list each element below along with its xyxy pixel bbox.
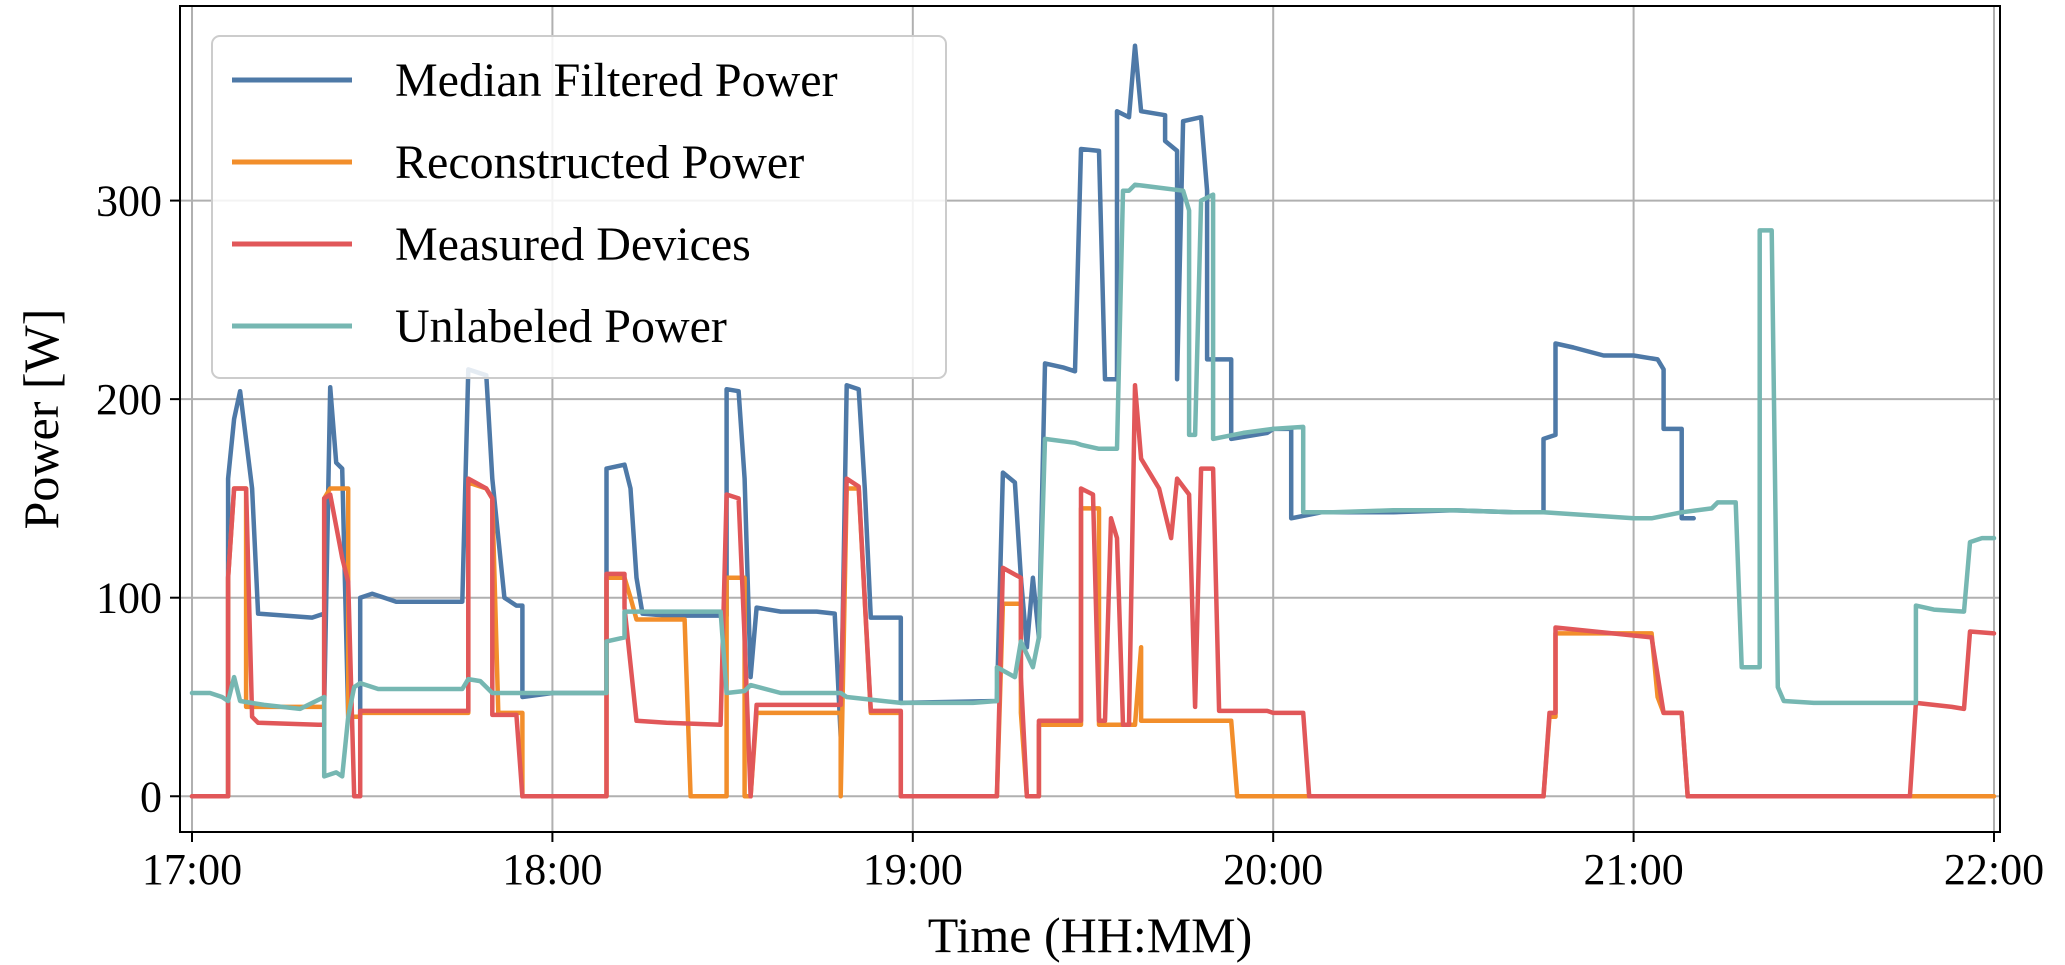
- y-tick-label: 300: [96, 177, 162, 226]
- x-tick-label: 20:00: [1223, 845, 1323, 894]
- y-axis-label: Power [W]: [13, 309, 69, 530]
- series-line-3: [189, 182, 1997, 779]
- legend-label: Median Filtered Power: [395, 54, 838, 107]
- x-tick-label: 17:00: [142, 845, 242, 894]
- axis-ticks: 17:00 18:00 19:00 20:00 21:00 22:00 0 100 200 300: [96, 177, 2044, 894]
- y-tick-label: 200: [96, 375, 162, 424]
- y-tick-label: 100: [96, 574, 162, 623]
- legend-box: [211, 35, 947, 379]
- plot-frame: [179, 5, 2001, 833]
- x-tick-label: 21:00: [1583, 845, 1683, 894]
- legend-label: Unlabeled Power: [395, 300, 727, 353]
- x-axis-label: Time (HH:MM): [928, 907, 1253, 963]
- x-tick-label: 22:00: [1944, 845, 2044, 894]
- plot-lines: [189, 43, 1997, 799]
- legend: Median Filtered Power Reconstructed Power…: [211, 35, 947, 379]
- legend-label: Reconstructed Power: [395, 136, 804, 189]
- x-tick-label: 19:00: [863, 845, 963, 894]
- series-line-2: [189, 382, 1997, 799]
- y-tick-label: 0: [140, 772, 162, 821]
- legend-label: Measured Devices: [395, 218, 751, 271]
- x-tick-label: 18:00: [502, 845, 602, 894]
